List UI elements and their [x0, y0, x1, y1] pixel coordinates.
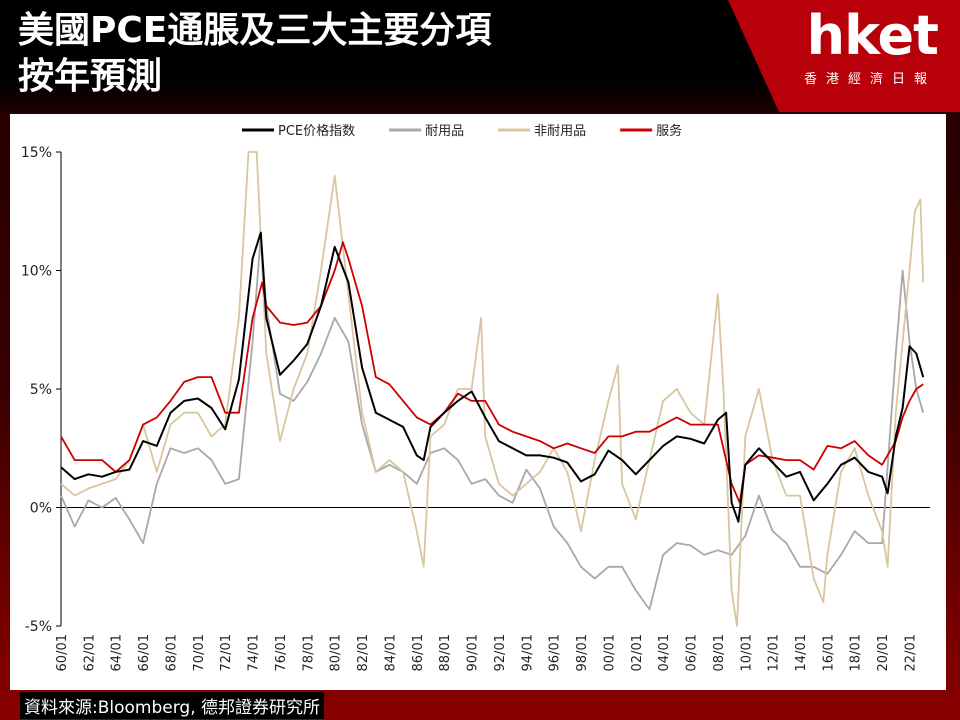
x-tick-label: 20/01: [876, 634, 891, 671]
x-tick-label: 18/01: [849, 634, 864, 671]
x-tick-label: 08/01: [712, 634, 727, 671]
x-tick-label: 12/01: [767, 634, 782, 671]
x-tick-label: 16/01: [821, 634, 836, 671]
x-tick-label: 82/01: [356, 634, 371, 671]
x-tick-label: 14/01: [794, 634, 809, 671]
series-line-2: [60, 151, 925, 627]
x-tick-label: 04/01: [657, 634, 672, 671]
x-tick-label: 22/01: [903, 634, 918, 671]
chart-legend: PCE价格指数 耐用品 非耐用品 服务: [242, 123, 682, 139]
x-tick-label: 92/01: [493, 634, 508, 671]
x-tick-label: 02/01: [630, 634, 645, 671]
series-line-1: [60, 234, 925, 611]
x-tick-label: 94/01: [520, 634, 535, 671]
y-tick-label: 5%: [30, 382, 52, 398]
x-tick-label: 60/01: [55, 634, 70, 671]
x-tick-label: 66/01: [137, 634, 152, 671]
title-line-2: 按年預測: [18, 56, 163, 97]
x-tick-label: 98/01: [575, 634, 590, 671]
y-tick-label: 10%: [21, 264, 52, 280]
series-line-3: [60, 241, 924, 504]
x-tick-label: 88/01: [438, 634, 453, 671]
x-tick-label: 00/01: [602, 634, 617, 671]
legend-label: 耐用品: [425, 124, 464, 139]
x-tick-label: 80/01: [329, 634, 344, 671]
y-tick-label: -5%: [25, 619, 52, 635]
source-note: 資料來源:Bloomberg, 德邦證券研究所: [20, 692, 325, 719]
x-tick-label: 86/01: [411, 634, 426, 671]
series-line-0: [60, 231, 925, 523]
legend-label: 非耐用品: [534, 124, 586, 139]
legend-label: PCE价格指数: [278, 123, 355, 139]
x-tick-label: 84/01: [383, 634, 398, 671]
x-tick-label: 68/01: [164, 634, 179, 671]
x-tick-label: 90/01: [466, 634, 481, 671]
x-tick-label: 96/01: [548, 634, 563, 671]
hket-logo: hket: [806, 4, 939, 67]
y-tick-label: 15%: [21, 145, 52, 161]
x-tick-label: 10/01: [739, 634, 754, 671]
slide-title: 美國PCE通脹及三大主要分項 按年預測: [18, 8, 491, 100]
pce-line-chart: PCE价格指数 耐用品 非耐用品 服务 15% 10% 5% 0% -5% 60/01 62/0…: [21, 123, 930, 671]
chart-series: [60, 151, 925, 627]
hket-logo-subtitle: 香港經濟日報: [803, 72, 936, 87]
x-tick-label: 76/01: [274, 634, 289, 671]
x-tick-label: 72/01: [219, 634, 234, 671]
legend-label: 服务: [656, 123, 682, 139]
chart-panel: PCE价格指数 耐用品 非耐用品 服务 15% 10% 5% 0% -5% 60/01 62/0…: [10, 114, 946, 690]
title-line-1: 美國PCE通脹及三大主要分項: [18, 10, 492, 51]
x-tick-label: 06/01: [685, 634, 700, 671]
x-tick-label: 70/01: [192, 634, 207, 671]
x-tick-label: 78/01: [301, 634, 316, 671]
x-tick-label: 62/01: [82, 634, 97, 671]
y-axis: 15% 10% 5% 0% -5%: [21, 145, 62, 635]
y-tick-label: 0%: [30, 501, 52, 517]
x-axis: 60/01 62/01 64/01 66/01 68/01 70/01 72/01 74/01…: [55, 507, 930, 671]
x-tick-label: 74/01: [247, 634, 262, 671]
x-tick-label: 64/01: [110, 634, 125, 671]
